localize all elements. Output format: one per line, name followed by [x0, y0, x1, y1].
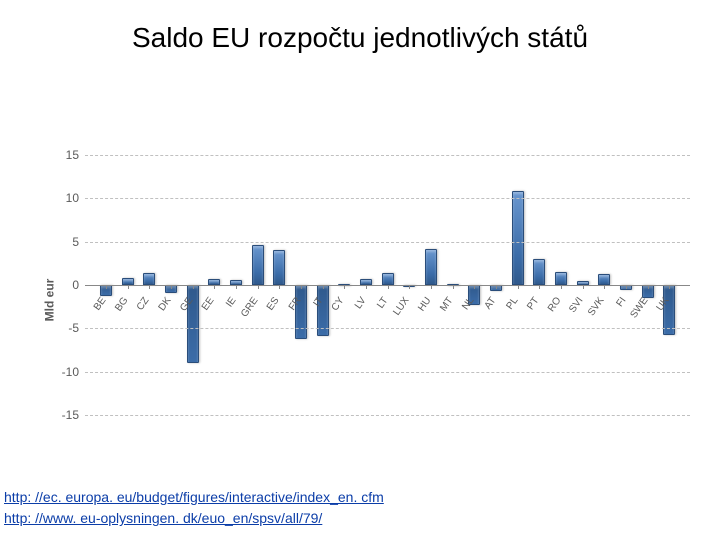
y-tick-label: 5 — [72, 235, 85, 249]
x-tick — [106, 285, 107, 289]
category-label: HU — [416, 295, 433, 313]
category-label: LT — [375, 295, 390, 310]
y-tick-label: -15 — [62, 408, 85, 422]
x-tick — [539, 285, 540, 289]
gridline — [85, 415, 690, 416]
x-tick — [149, 285, 150, 289]
category-label: LV — [353, 295, 369, 311]
y-tick-label: 10 — [66, 191, 85, 205]
y-tick-label: -5 — [68, 321, 85, 335]
x-tick — [258, 285, 259, 289]
chart-container: Mld eur BEBG CZDK GE EE IEGRE ES FR IT CY LV LTLUX… — [30, 155, 700, 445]
x-tick — [431, 285, 432, 289]
category-label: UK — [655, 295, 672, 313]
category-label: GRE — [239, 295, 260, 319]
plot-area: BEBG CZDK GE EE IEGRE ES FR IT CY LV LTLUX HU MT NL AT… — [85, 155, 690, 415]
x-tick — [604, 285, 605, 289]
x-tick — [409, 285, 410, 289]
y-tick-label: 0 — [72, 278, 85, 292]
category-label: PT — [525, 295, 541, 312]
x-tick — [193, 285, 194, 289]
category-label: IT — [311, 295, 325, 309]
category-label: DK — [156, 295, 173, 313]
x-tick — [518, 285, 519, 289]
x-tick — [669, 285, 670, 289]
y-tick-label: 15 — [66, 148, 85, 162]
category-label: MT — [438, 295, 455, 313]
category-label: EE — [200, 295, 217, 312]
category-label: IE — [224, 295, 238, 309]
category-label: FR — [287, 295, 304, 312]
gridline — [85, 155, 690, 156]
x-tick — [474, 285, 475, 289]
category-label: BG — [113, 295, 130, 313]
y-axis-label: Mld eur — [42, 279, 56, 322]
source-link-2[interactable]: http: //www. eu-oplysningen. dk/euo_en/s… — [4, 510, 322, 526]
x-tick — [561, 285, 562, 289]
gridline — [85, 372, 690, 373]
x-tick — [344, 285, 345, 289]
category-label: CZ — [135, 295, 152, 312]
category-label: PL — [504, 295, 520, 311]
page-title: Saldo EU rozpočtu jednotlivých států — [0, 0, 720, 63]
gridline — [85, 198, 690, 199]
category-label: FI — [614, 295, 628, 309]
x-tick — [583, 285, 584, 289]
x-tick — [388, 285, 389, 289]
x-tick — [279, 285, 280, 289]
category-label: LUX — [391, 295, 411, 317]
category-label: CY — [330, 295, 347, 313]
category-label: ES — [265, 295, 282, 312]
x-tick — [323, 285, 324, 289]
x-tick — [301, 285, 302, 289]
x-tick — [626, 285, 627, 289]
category-label: RO — [546, 295, 564, 314]
category-label: GE — [178, 295, 195, 313]
category-label: NL — [460, 295, 476, 312]
category-label: SVK — [586, 295, 606, 318]
x-tick — [648, 285, 649, 289]
x-tick — [236, 285, 237, 289]
x-tick — [171, 285, 172, 289]
gridline — [85, 242, 690, 243]
category-label: SWE — [628, 295, 650, 320]
x-tick — [128, 285, 129, 289]
category-label: AT — [482, 295, 498, 311]
x-tick — [496, 285, 497, 289]
source-links: http: //ec. europa. eu/budget/figures/in… — [4, 487, 384, 530]
gridline — [85, 328, 690, 329]
y-tick-label: -10 — [62, 365, 85, 379]
category-label: BE — [92, 295, 109, 312]
x-tick — [453, 285, 454, 289]
source-link-1[interactable]: http: //ec. europa. eu/budget/figures/in… — [4, 489, 384, 505]
category-label: SVI — [567, 295, 585, 315]
x-tick — [366, 285, 367, 289]
x-tick — [214, 285, 215, 289]
